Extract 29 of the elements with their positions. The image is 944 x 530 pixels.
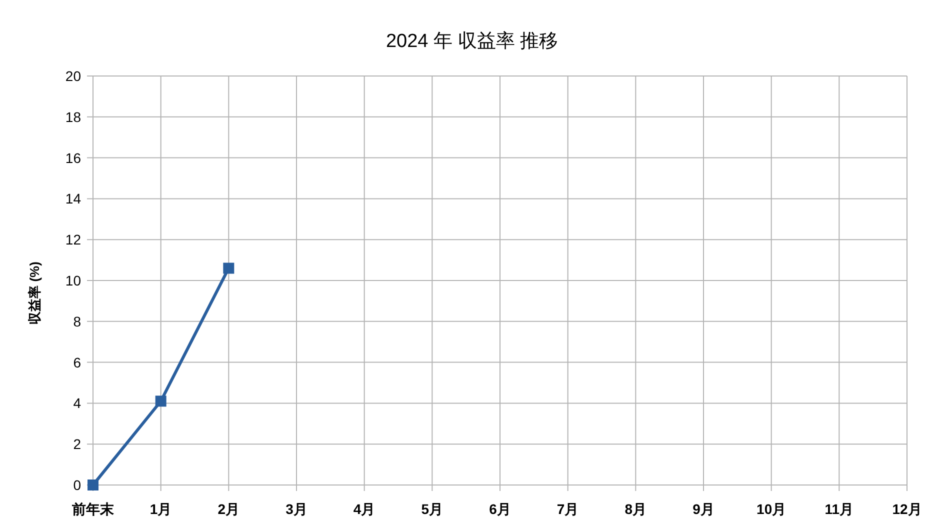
y-tick-label: 20 <box>65 68 82 84</box>
x-tick-label: 5月 <box>421 501 444 517</box>
x-tick-label: 9月 <box>692 501 714 517</box>
x-tick-label: 2月 <box>218 501 240 517</box>
x-tick-label: 7月 <box>556 501 579 517</box>
x-tick-label: 1月 <box>150 501 172 517</box>
y-tick-label: 14 <box>65 190 82 207</box>
x-tick-label: 前年末 <box>71 501 115 517</box>
point <box>88 480 98 490</box>
point <box>155 396 166 407</box>
y-tick-label: 2 <box>73 436 82 452</box>
x-tick-label: 12月 <box>892 501 922 517</box>
y-axis-title: 収益率 (%) <box>27 262 42 324</box>
y-tick-label: 8 <box>73 313 82 330</box>
y-tick-label: 12 <box>65 232 82 248</box>
y-tick-label: 4 <box>73 395 82 412</box>
y-tick-label: 18 <box>65 108 82 125</box>
chart-title: 2024 年 収益率 推移 <box>386 30 558 52</box>
point <box>223 262 234 274</box>
y-tick-label: 0 <box>73 477 82 493</box>
x-tick-label: 4月 <box>353 501 376 517</box>
x-tick-label: 8月 <box>624 501 647 517</box>
y-tick-label: 6 <box>73 354 82 370</box>
x-tick-label: 3月 <box>286 501 308 517</box>
y-tick-label: 16 <box>65 150 82 166</box>
y-tick-label: 10 <box>65 272 82 288</box>
x-tick-label: 10月 <box>756 501 786 517</box>
x-tick-label: 11月 <box>824 501 854 517</box>
x-tick-label: 6月 <box>489 501 511 517</box>
